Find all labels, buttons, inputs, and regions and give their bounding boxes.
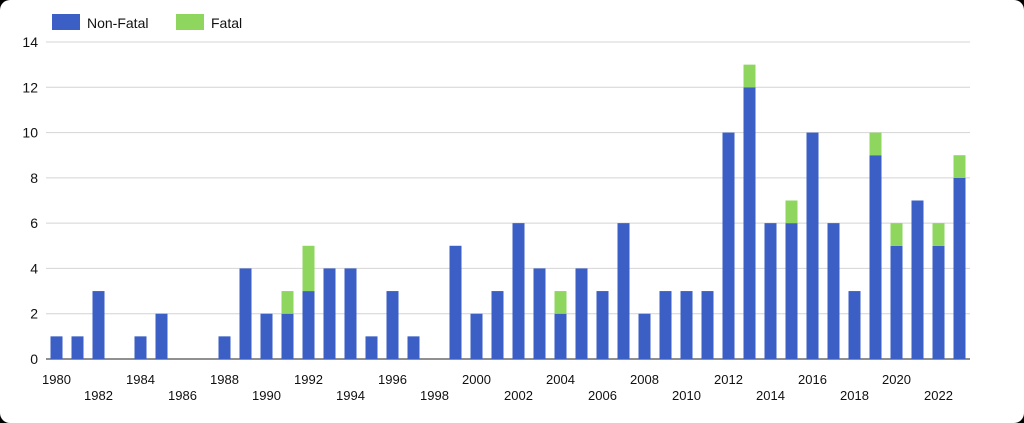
bar-non-fatal xyxy=(533,268,546,359)
bar-non-fatal xyxy=(323,268,336,359)
x-tick-label: 2006 xyxy=(588,388,617,403)
bar-non-fatal xyxy=(575,268,588,359)
bar-non-fatal xyxy=(218,336,231,359)
x-tick-label: 2010 xyxy=(672,388,701,403)
y-tick-label: 10 xyxy=(22,125,38,141)
bar-non-fatal xyxy=(386,291,399,359)
x-tick-label: 2004 xyxy=(546,372,575,387)
y-tick-label: 0 xyxy=(30,351,38,367)
bar-non-fatal xyxy=(470,313,483,359)
bar-non-fatal xyxy=(302,291,315,359)
x-tick-label: 2016 xyxy=(798,372,827,387)
bar-non-fatal xyxy=(911,200,924,359)
bar-non-fatal xyxy=(953,177,966,359)
x-tick-label: 1992 xyxy=(294,372,323,387)
x-tick-label: 1986 xyxy=(168,388,197,403)
x-tick-label: 1980 xyxy=(42,372,71,387)
bar-non-fatal xyxy=(260,313,273,359)
bar-non-fatal xyxy=(848,291,861,359)
bar-non-fatal xyxy=(596,291,609,359)
bar-non-fatal xyxy=(659,291,672,359)
legend-label-non-fatal: Non-Fatal xyxy=(87,15,148,31)
y-tick-label: 2 xyxy=(30,306,38,322)
x-tick-label: 2008 xyxy=(630,372,659,387)
x-tick-label: 2018 xyxy=(840,388,869,403)
bar-non-fatal xyxy=(155,313,168,359)
y-tick-label: 14 xyxy=(22,34,38,50)
bar-non-fatal xyxy=(491,291,504,359)
bar-non-fatal xyxy=(638,313,651,359)
bar-fatal xyxy=(953,155,966,178)
x-tick-label: 2020 xyxy=(882,372,911,387)
bar-fatal xyxy=(302,245,315,292)
legend-swatch-non-fatal xyxy=(52,14,80,30)
x-tick-label: 1984 xyxy=(126,372,155,387)
x-tick-label: 2000 xyxy=(462,372,491,387)
bar-non-fatal xyxy=(449,245,462,359)
y-tick-label: 6 xyxy=(30,215,38,231)
y-tick-label: 4 xyxy=(30,260,38,276)
x-tick-label: 2002 xyxy=(504,388,533,403)
bar-non-fatal xyxy=(806,132,819,359)
bar-non-fatal xyxy=(722,132,735,359)
bar-fatal xyxy=(554,291,567,314)
bar-non-fatal xyxy=(701,291,714,359)
bar-non-fatal xyxy=(764,223,777,359)
legend-label-fatal: Fatal xyxy=(211,15,242,31)
bar-non-fatal xyxy=(869,155,882,359)
y-tick-label: 8 xyxy=(30,170,38,186)
bar-non-fatal xyxy=(134,336,147,359)
bar-non-fatal xyxy=(743,87,756,360)
x-tick-label: 2014 xyxy=(756,388,785,403)
bar-non-fatal xyxy=(554,313,567,359)
bar-fatal xyxy=(281,291,294,314)
bar-non-fatal xyxy=(50,336,63,359)
bar-non-fatal xyxy=(827,223,840,359)
bar-non-fatal xyxy=(932,245,945,359)
bar-fatal xyxy=(785,200,798,224)
legend-swatch-fatal xyxy=(176,14,204,30)
bar-non-fatal xyxy=(407,336,420,359)
bar-non-fatal xyxy=(365,336,378,359)
bar-non-fatal xyxy=(512,223,525,359)
legend: Non-Fatal Fatal xyxy=(52,14,242,31)
x-tick-label: 1994 xyxy=(336,388,365,403)
x-tick-label: 1990 xyxy=(252,388,281,403)
bar-non-fatal xyxy=(680,291,693,359)
bar-fatal xyxy=(932,223,945,246)
x-tick-label: 1982 xyxy=(84,388,113,403)
x-tick-label: 2012 xyxy=(714,372,743,387)
x-tick-label: 1998 xyxy=(420,388,449,403)
bar-fatal xyxy=(743,64,756,88)
bar-non-fatal xyxy=(890,245,903,359)
y-tick-label: 12 xyxy=(22,79,38,95)
x-tick-label: 2022 xyxy=(924,388,953,403)
bar-non-fatal xyxy=(617,223,630,359)
x-tick-label: 1988 xyxy=(210,372,239,387)
bar-non-fatal xyxy=(71,336,84,359)
bar-non-fatal xyxy=(92,291,105,359)
bar-fatal xyxy=(869,132,882,156)
x-tick-label: 1996 xyxy=(378,372,407,387)
bar-fatal xyxy=(890,223,903,246)
bar-non-fatal xyxy=(239,268,252,359)
bar-non-fatal xyxy=(785,223,798,359)
bar-non-fatal xyxy=(344,268,357,359)
bar-non-fatal xyxy=(281,313,294,359)
